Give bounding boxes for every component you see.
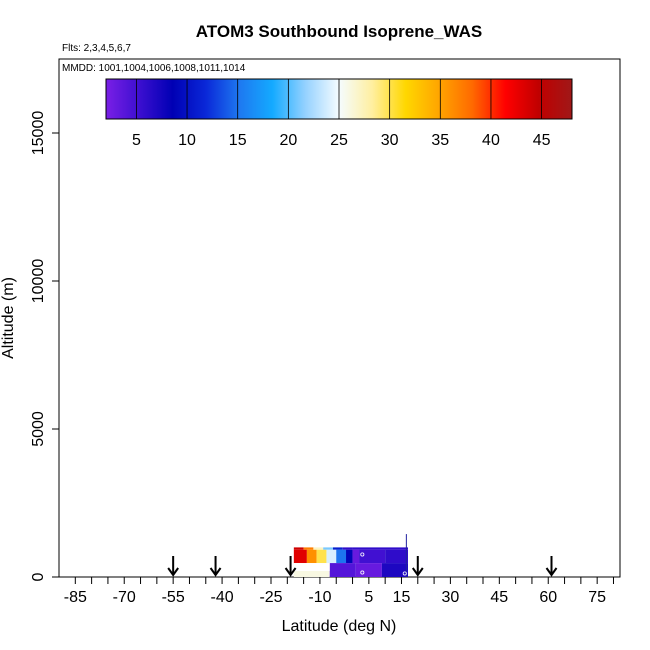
data-cell (352, 547, 408, 550)
colorbar: 5 10 15 20 25 30 35 40 45 (105, 78, 573, 149)
latitude-arrows (167, 556, 558, 577)
data-cell (359, 549, 386, 564)
x-tick-label: -70 (113, 589, 136, 606)
colorbar-tick-label: 35 (431, 132, 449, 149)
data-cell (385, 549, 408, 564)
colorbar-tick-label: 45 (533, 132, 551, 149)
x-tick-label: 45 (490, 589, 508, 606)
data-cell (306, 549, 317, 564)
latitude-arrow (284, 556, 297, 577)
data-cell (293, 547, 304, 550)
x-tick-label: 15 (393, 589, 411, 606)
x-tick-label: -40 (211, 589, 234, 606)
x-tick-label: 5 (364, 589, 373, 606)
colorbar-border (105, 78, 573, 120)
data-cell (303, 547, 314, 550)
x-tick-label: 75 (588, 589, 606, 606)
colorbar-tick-label: 30 (381, 132, 399, 149)
colorbar-labels: 5 10 15 20 25 30 35 40 45 (132, 132, 551, 149)
no-data-gap (293, 563, 330, 571)
data-cell (342, 547, 353, 550)
data-cell (329, 563, 356, 577)
data-cells (293, 534, 408, 577)
latitude-arrow (411, 556, 424, 577)
x-tick-label: -55 (162, 589, 185, 606)
dates-label: MMDD: 1001,1004,1006,1008,1011,1014 (62, 63, 246, 74)
latitude-arrow (545, 556, 558, 577)
y-tick-label: 0 (30, 572, 47, 581)
y-tick-label: 10000 (30, 259, 47, 304)
latitude-arrow (167, 556, 179, 577)
data-cell (332, 547, 343, 550)
y-axis-title: Altitude (m) (0, 277, 17, 359)
y-tick-label: 15000 (30, 111, 47, 156)
data-cell (355, 563, 382, 577)
flights-label: Flts: 2,3,4,5,6,7 (62, 43, 131, 54)
data-cell (381, 563, 408, 577)
chart-title: ATOM3 Southbound Isoprene_WAS (196, 22, 483, 41)
data-cell (336, 549, 347, 564)
plot-frame (58, 58, 621, 578)
data-cell (316, 549, 327, 564)
x-tick-label: 60 (539, 589, 557, 606)
colorbar-tick-label: 5 (132, 132, 141, 149)
sample-marker (360, 570, 365, 575)
x-tick-label: 30 (441, 589, 459, 606)
data-cell (352, 549, 360, 564)
colorbar-tick-label: 15 (229, 132, 247, 149)
x-axis-title: Latitude (deg N) (282, 618, 397, 635)
x-tick-label: -10 (308, 589, 331, 606)
sample-marker (402, 571, 407, 576)
colorbar-tick-label: 10 (178, 132, 196, 149)
y-axis: 0 5000 10000 15000 (30, 111, 59, 581)
x-tick-label: -85 (64, 589, 87, 606)
sample-markers (360, 552, 407, 576)
data-cell (293, 549, 307, 564)
data-cell (313, 547, 324, 550)
data-cell (323, 547, 333, 550)
data-cell (346, 549, 353, 564)
x-tick-label: -25 (259, 589, 282, 606)
y-tick-label: 5000 (30, 411, 47, 447)
latitude-arrow (209, 556, 222, 577)
colorbar-tick-label: 40 (482, 132, 500, 149)
data-cell (326, 549, 337, 564)
colorbar-ticks (135, 79, 543, 119)
x-axis: -85 -70 -55 -40 -25 -10 5 15 30 45 60 75 (64, 577, 614, 606)
colorbar-tick-label: 20 (279, 132, 297, 149)
sample-marker (360, 552, 365, 557)
colorbar-tick-label: 25 (330, 132, 348, 149)
